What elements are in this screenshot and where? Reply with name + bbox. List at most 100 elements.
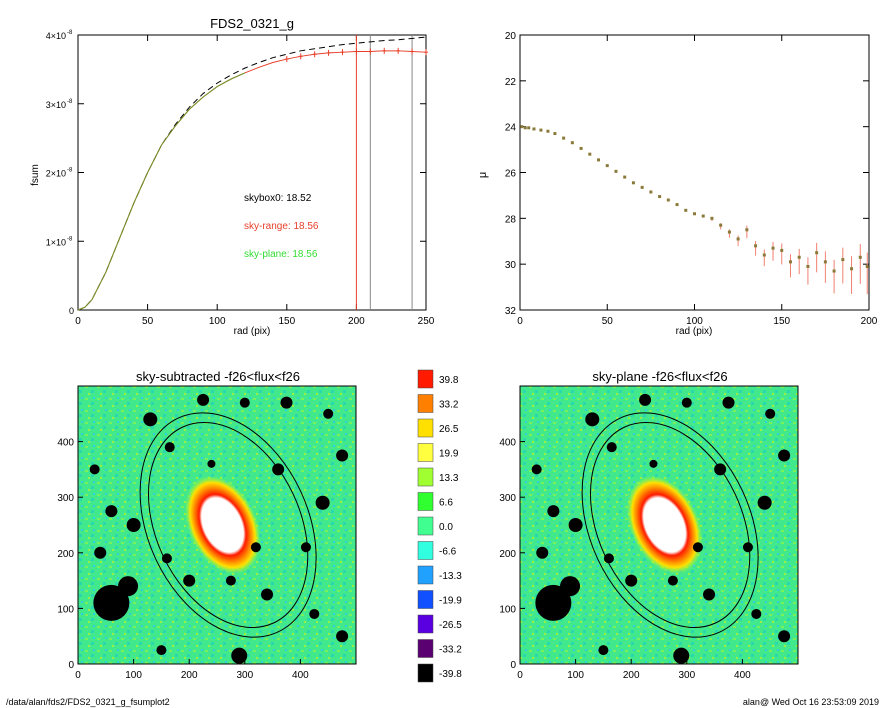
- y-tick-label: 300: [57, 493, 74, 504]
- colorbar: 39.8 33.2 26.5 19.9 13.3 6.6 0.0 -6.6 -13.3 -19.9…: [417, 369, 462, 683]
- panel-sky-subtracted-title: sky-subtracted -f26<flux<f26: [136, 369, 300, 384]
- masked-source: [164, 442, 175, 453]
- masked-source: [692, 542, 703, 553]
- masked-source: [568, 518, 583, 532]
- galaxy-core: [626, 475, 703, 575]
- masked-source: [603, 553, 614, 564]
- y-tick-label: 200: [499, 549, 516, 560]
- x-tick-label: 50: [602, 316, 614, 327]
- data-point: [546, 129, 550, 133]
- masked-source: [751, 608, 762, 619]
- data-point: [823, 260, 827, 264]
- y-tick-label: 400: [499, 438, 516, 449]
- colorbar-label: 33.2: [439, 400, 459, 411]
- sky-subtracted-image: [77, 385, 357, 665]
- x-tick-label: 100: [567, 670, 584, 681]
- x-tick-label: 400: [734, 670, 751, 681]
- data-point: [614, 169, 618, 173]
- colorbar-label: -6.6: [439, 547, 457, 558]
- masked-source: [649, 459, 658, 468]
- y-tick-label: 2×10: [46, 169, 66, 179]
- data-point: [841, 258, 845, 262]
- y-tick-label: 100: [57, 604, 74, 615]
- colorbar-swatch: [417, 565, 434, 585]
- y-tick-label: 32: [505, 306, 517, 317]
- sky-plane-image: [519, 385, 799, 665]
- x-tick-label: 100: [686, 316, 703, 327]
- masked-source: [300, 542, 311, 553]
- data-point: [570, 141, 574, 145]
- x-tick-label: 400: [292, 670, 309, 681]
- annotation-skybox0: skybox0: 18.52: [244, 193, 312, 204]
- data-point: [701, 214, 705, 218]
- y-tick-label: 0: [68, 660, 74, 671]
- colorbar-swatch: [417, 492, 434, 511]
- masked-source: [94, 546, 107, 559]
- masked-source: [536, 546, 549, 559]
- masked-source: [207, 459, 216, 468]
- masked-source: [336, 449, 349, 462]
- data-point: [754, 244, 758, 248]
- masked-source: [197, 393, 210, 406]
- masked-source: [105, 505, 118, 518]
- masked-source: [225, 575, 236, 586]
- masked-source: [742, 542, 753, 553]
- panel-fsum-title: FDS2_0321_g: [210, 16, 294, 31]
- colorbar-swatch: [417, 663, 434, 683]
- panel-mu-xlabel: rad (pix): [676, 326, 713, 337]
- colorbar-swatch: [417, 516, 434, 536]
- data-point: [858, 255, 862, 259]
- y-tick-label: 300: [499, 493, 516, 504]
- colorbar-label: -33.2: [439, 645, 462, 656]
- masked-source: [765, 408, 776, 419]
- masked-source: [126, 518, 141, 532]
- data-point: [684, 208, 688, 212]
- data-point: [780, 248, 784, 252]
- masked-source: [639, 393, 652, 406]
- colorbar-label: 26.5: [439, 424, 459, 435]
- data-point: [771, 246, 775, 250]
- masked-source: [703, 588, 716, 601]
- masked-source: [183, 574, 196, 587]
- y-tick-label: 400: [57, 438, 74, 449]
- data-point: [762, 253, 766, 257]
- panel-sky-plane-title: sky-plane -f26<flux<f26: [592, 369, 727, 384]
- series-line-1: [77, 50, 427, 311]
- y-tick-exponent: -8: [67, 168, 73, 174]
- masked-source: [560, 576, 581, 597]
- image-frame: [519, 385, 799, 665]
- annotation-sky-range: sky-range: 18.56: [244, 221, 319, 232]
- y-tick-label: 26: [505, 169, 517, 180]
- galaxy-core: [184, 475, 261, 575]
- colorbar-label: -39.8: [439, 669, 462, 680]
- y-tick-label: 28: [505, 214, 517, 225]
- y-tick-label: 24: [505, 123, 517, 134]
- data-point: [562, 136, 566, 140]
- colorbar-label: -13.3: [439, 571, 462, 582]
- colorbar-label: 19.9: [439, 449, 459, 460]
- data-point: [527, 126, 531, 130]
- masked-source: [778, 449, 791, 462]
- y-tick-exponent: -8: [67, 30, 73, 36]
- masked-source: [598, 645, 609, 656]
- y-tick-label: 0: [69, 306, 74, 316]
- x-tick-label: 0: [75, 670, 81, 681]
- data-point: [727, 230, 731, 234]
- x-tick-label: 200: [623, 670, 640, 681]
- masked-source: [315, 495, 330, 510]
- panel-sky-plane: sky-plane -f26<flux<f26 0 100 200 300 400 0 10…: [499, 369, 799, 681]
- x-tick-label: 150: [278, 316, 295, 327]
- x-tick-label: 200: [348, 316, 365, 327]
- aperture-outer: [139, 412, 317, 638]
- y-tick-exponent: -8: [67, 236, 73, 242]
- colorbar-label: 13.3: [439, 473, 459, 484]
- masked-source: [673, 647, 690, 664]
- data-point: [640, 185, 644, 189]
- colorbar-swatch: [417, 418, 434, 438]
- x-tick-label: 100: [209, 316, 226, 327]
- data-point: [815, 251, 819, 255]
- annotation-sky-plane: sky-plane: 18.56: [244, 249, 318, 260]
- x-tick-label: 150: [773, 316, 790, 327]
